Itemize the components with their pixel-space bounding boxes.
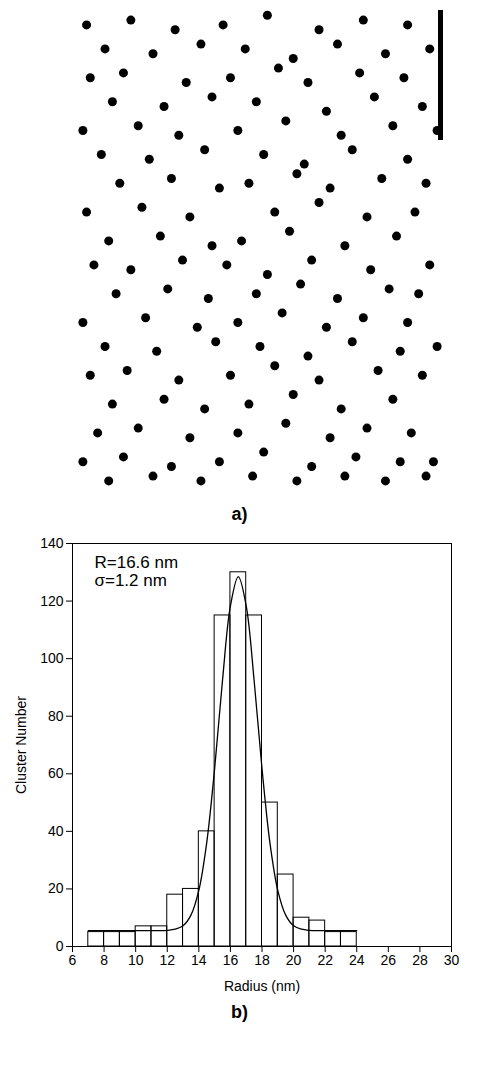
svg-text:8: 8	[100, 952, 108, 968]
svg-text:120: 120	[40, 593, 64, 609]
svg-text:60: 60	[48, 765, 64, 781]
svg-text:18: 18	[254, 952, 270, 968]
svg-text:24: 24	[349, 952, 365, 968]
svg-text:14: 14	[191, 952, 207, 968]
svg-text:12: 12	[159, 952, 175, 968]
html-text:b): b)	[231, 1002, 248, 1022]
svg-text:40: 40	[48, 823, 64, 839]
svg-text:6: 6	[69, 952, 77, 968]
svg-text:28: 28	[412, 952, 428, 968]
svg-text:22: 22	[317, 952, 333, 968]
svg-text:Radius (nm): Radius (nm)	[224, 978, 300, 994]
svg-text:30: 30	[444, 952, 460, 968]
svg-text:140: 140	[40, 535, 64, 551]
svg-text:100: 100	[40, 650, 64, 666]
svg-text:10: 10	[128, 952, 144, 968]
svg-text:16: 16	[223, 952, 239, 968]
svg-text:Cluster Number: Cluster Number	[13, 696, 29, 794]
html-text:a): a)	[231, 504, 248, 524]
svg-text:20: 20	[286, 952, 302, 968]
svg-text:R=16.6 nmσ=1.2 nm: R=16.6 nmσ=1.2 nm	[95, 553, 179, 590]
svg-text:80: 80	[48, 708, 64, 724]
svg-text:20: 20	[48, 880, 64, 896]
svg-text:0: 0	[56, 938, 64, 954]
svg-text:26: 26	[381, 952, 397, 968]
